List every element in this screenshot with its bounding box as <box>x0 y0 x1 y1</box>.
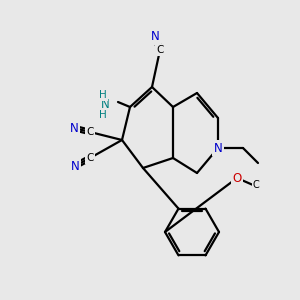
Text: C: C <box>156 45 164 55</box>
Text: C: C <box>86 153 94 163</box>
Text: H: H <box>99 90 107 100</box>
Text: O: O <box>232 172 242 184</box>
Text: N: N <box>214 142 222 154</box>
Text: N: N <box>151 31 159 44</box>
Text: H: H <box>99 110 107 120</box>
Text: N: N <box>100 98 109 112</box>
Text: C: C <box>86 127 94 137</box>
Text: N: N <box>70 122 78 134</box>
Text: N: N <box>70 160 80 172</box>
Text: C: C <box>253 180 260 190</box>
